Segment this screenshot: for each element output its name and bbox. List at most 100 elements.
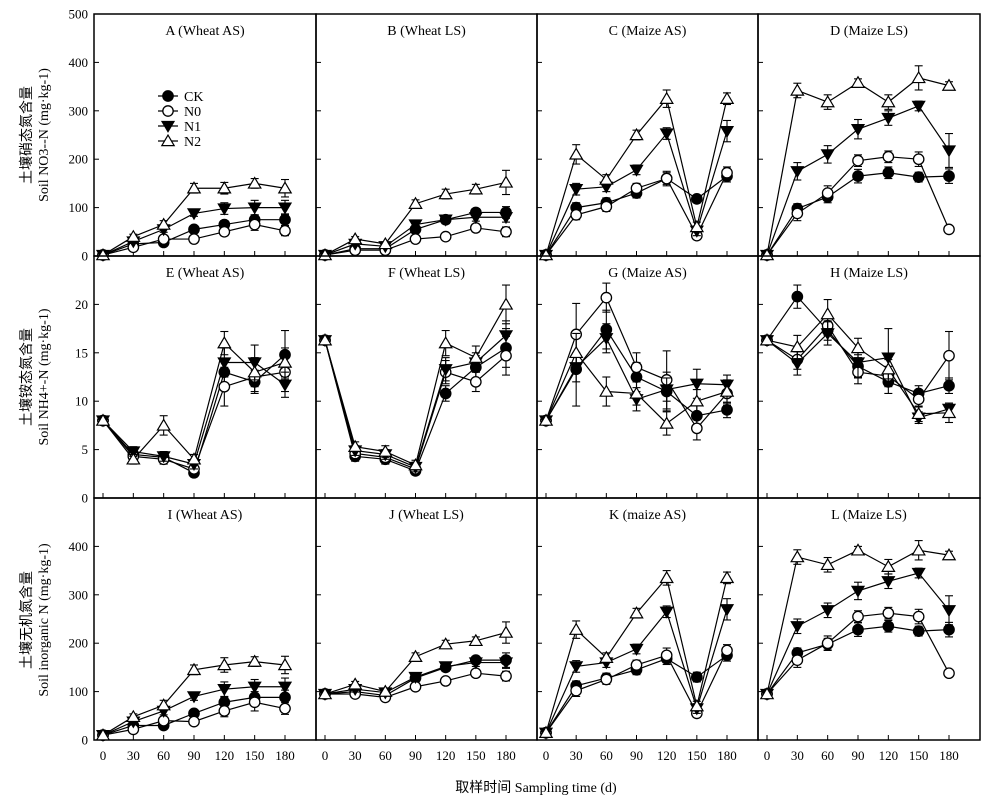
- x-tick-label: 0: [100, 748, 107, 763]
- data-point-N0: [690, 422, 703, 435]
- data-point-N0: [943, 667, 955, 680]
- x-tick-label: 90: [630, 748, 643, 763]
- data-point-N2: [941, 78, 957, 91]
- data-point-N0: [660, 649, 673, 662]
- x-tick-label: 150: [909, 748, 929, 763]
- panel-title: D (Maize LS): [830, 24, 908, 39]
- data-point-N1: [468, 657, 483, 670]
- y-tick-label: 0: [82, 249, 89, 264]
- data-point-N2: [277, 181, 293, 194]
- data-point-CK: [188, 223, 200, 236]
- panel-9: I (Wheat AS) 0 30 60 90 120 150 180 0 100 200 300 40…: [69, 497, 317, 763]
- data-point-N1: [881, 576, 896, 589]
- panel-title: L (Maize LS): [831, 508, 907, 523]
- data-point-N0: [469, 375, 482, 388]
- data-point-N0: [500, 349, 512, 362]
- data-point-N2: [941, 405, 957, 419]
- data-point-N2: [538, 247, 554, 261]
- data-point-N0: [279, 702, 291, 715]
- data-point-N2: [347, 677, 363, 690]
- y-tick-label: 10: [75, 394, 88, 409]
- data-point-N2: [378, 236, 393, 250]
- data-point-N2: [850, 75, 866, 88]
- series-N0: [540, 282, 733, 441]
- ylabel-2-en: Soil NH4+-N (mg·kg-1): [37, 308, 52, 445]
- data-point-N0: [912, 153, 925, 166]
- data-point-CK: [279, 213, 291, 226]
- data-point-N1: [790, 621, 805, 634]
- panel-10: J (Wheat LS) 0 30 60 90 120 150 180: [315, 497, 538, 763]
- data-point-N1: [126, 446, 141, 459]
- y-tick-label: 500: [69, 7, 89, 22]
- legend-label: CK: [184, 90, 203, 105]
- data-point-N2: [438, 336, 453, 349]
- y-tick-label: 15: [75, 345, 88, 360]
- data-point-N1: [498, 330, 514, 343]
- data-point-N0: [882, 607, 895, 620]
- data-point-N1: [156, 451, 171, 464]
- panel-title: J (Wheat LS): [389, 508, 464, 523]
- data-point-N1: [247, 202, 262, 215]
- x-tick-label: 0: [543, 748, 550, 763]
- data-point-N1: [850, 124, 866, 137]
- data-point-CK: [943, 379, 955, 392]
- series-N2: [95, 176, 293, 261]
- data-point-N2: [247, 654, 262, 667]
- data-point-N2: [247, 365, 262, 378]
- series-N2: [538, 570, 735, 738]
- data-point-N2: [126, 229, 141, 242]
- data-point-N0: [469, 222, 482, 234]
- series-N0: [761, 150, 955, 261]
- series-N1: [759, 100, 957, 262]
- data-point-N1: [881, 352, 896, 365]
- data-point-N1: [659, 384, 674, 397]
- x-tick-label: 90: [852, 748, 865, 763]
- ylabel-1-cn: 土壤硝态氮含量: [18, 86, 35, 184]
- x-tick-label: 120: [657, 748, 677, 763]
- ylabel-2-cn: 土壤铵态氮含量: [18, 328, 35, 426]
- data-point-N1: [498, 657, 514, 670]
- legend-label: N1: [184, 120, 201, 135]
- data-point-N2: [186, 452, 202, 465]
- data-point-N1: [438, 214, 453, 227]
- data-point-CK: [882, 166, 895, 179]
- data-point-N2: [156, 217, 171, 230]
- data-point-N2: [468, 350, 484, 363]
- data-point-N2: [599, 172, 614, 185]
- data-point-N2: [659, 570, 674, 584]
- data-point-N0: [188, 233, 200, 245]
- x-tick-label: 30: [127, 748, 140, 763]
- y-tick-label: 400: [69, 55, 89, 70]
- panel-11: K (maize AS) 0 30 60 90 120 150 180: [536, 497, 759, 763]
- series-N1: [759, 567, 957, 701]
- y-tick-label: 5: [82, 442, 89, 457]
- data-point-CK: [912, 625, 925, 637]
- data-point-N1: [820, 149, 835, 162]
- y-tick-label: 100: [69, 684, 89, 699]
- data-point-N2: [95, 413, 111, 426]
- panel-8: H (Maize LS): [757, 255, 981, 499]
- x-tick-label: 150: [245, 748, 265, 763]
- series-CK: [319, 328, 512, 477]
- panel-1: A (Wheat AS) 0 100 200 300 400 500: [69, 7, 317, 264]
- data-point-N2: [538, 413, 554, 426]
- data-point-N1: [790, 358, 805, 371]
- data-point-N2: [186, 181, 202, 194]
- data-point-CK: [882, 620, 895, 633]
- series-N2: [95, 330, 293, 465]
- data-point-N0: [721, 644, 733, 657]
- data-point-N1: [217, 357, 232, 370]
- data-point-N0: [943, 223, 955, 236]
- legend-marker-CK: [162, 90, 174, 102]
- y-tick-label: 200: [69, 152, 89, 167]
- legend-marker-N1: [160, 120, 176, 133]
- data-point-N0: [500, 225, 512, 238]
- legend-label: N0: [184, 105, 201, 120]
- legend-marker-N0: [162, 105, 174, 117]
- data-point-N2: [186, 662, 202, 676]
- data-point-N2: [247, 176, 262, 189]
- data-point-N1: [719, 125, 735, 139]
- series-N2: [759, 299, 957, 424]
- data-point-CK: [690, 671, 703, 683]
